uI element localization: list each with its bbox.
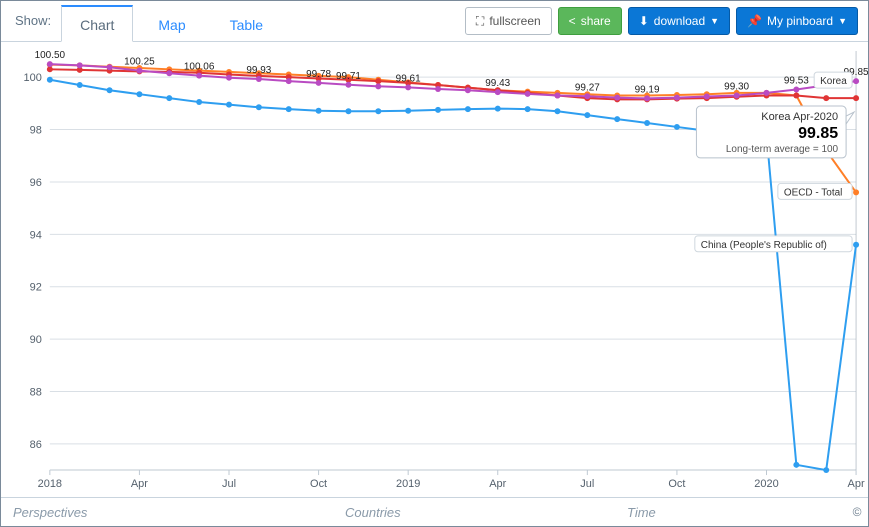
chart-area: 86 88 90 92 94 96 98 100 2018 Apr Jul Oct 2019 Apr Jul… <box>1 41 868 497</box>
pinboard-label: My pinboard <box>767 14 833 28</box>
footer-perspectives[interactable]: Perspectives <box>1 505 333 520</box>
svg-text:Apr: Apr <box>131 478 148 490</box>
svg-text:100.50: 100.50 <box>35 50 66 61</box>
chevron-down-icon: ▼ <box>710 16 719 26</box>
tab-map[interactable]: Map <box>139 6 204 41</box>
fullscreen-button[interactable]: ⛶ fullscreen <box>465 7 552 35</box>
svg-text:99.30: 99.30 <box>724 82 749 93</box>
svg-text:Oct: Oct <box>310 478 327 490</box>
svg-text:100.25: 100.25 <box>124 57 155 68</box>
chevron-down-icon: ▼ <box>838 16 847 26</box>
svg-text:2019: 2019 <box>396 478 420 490</box>
svg-text:2020: 2020 <box>754 478 778 490</box>
download-icon: ⬇ <box>639 14 649 28</box>
svg-text:2018: 2018 <box>38 478 62 490</box>
svg-text:Apr: Apr <box>848 478 865 490</box>
svg-text:92: 92 <box>30 282 42 294</box>
share-icon: < <box>569 14 576 28</box>
svg-text:99.61: 99.61 <box>396 73 421 84</box>
svg-text:99.78: 99.78 <box>306 69 331 80</box>
svg-text:99.19: 99.19 <box>635 84 660 95</box>
pinboard-button[interactable]: 📌 My pinboard ▼ <box>736 7 858 35</box>
download-button[interactable]: ⬇ download ▼ <box>628 7 730 35</box>
footer-time[interactable]: Time <box>615 505 846 520</box>
svg-text:88: 88 <box>30 386 42 398</box>
svg-text:Jul: Jul <box>222 478 236 490</box>
svg-text:99.53: 99.53 <box>784 75 809 86</box>
svg-text:Korea: Korea <box>820 76 847 87</box>
svg-text:Jul: Jul <box>580 478 594 490</box>
svg-text:OECD - Total: OECD - Total <box>784 187 843 198</box>
line-chart[interactable]: 86 88 90 92 94 96 98 100 2018 Apr Jul Oct 2019 Apr Jul… <box>1 41 868 497</box>
share-label: share <box>581 14 611 28</box>
view-tabs: Chart Map Table <box>61 1 288 41</box>
share-button[interactable]: < share <box>558 7 622 35</box>
copyright-icon: © <box>846 505 868 519</box>
svg-text:90: 90 <box>30 334 42 346</box>
footer-strip: Perspectives Countries Time © <box>1 497 868 526</box>
svg-text:94: 94 <box>30 229 42 241</box>
svg-text:99.85: 99.85 <box>798 125 838 142</box>
svg-text:China (People's Republic of): China (People's Republic of) <box>701 240 827 251</box>
footer-countries[interactable]: Countries <box>333 505 615 520</box>
svg-text:100: 100 <box>24 72 42 84</box>
pin-icon: 📌 <box>747 14 762 28</box>
fullscreen-icon: ⛶ <box>476 14 484 29</box>
svg-text:Korea Apr-2020: Korea Apr-2020 <box>761 111 838 123</box>
download-label: download <box>654 14 705 28</box>
svg-text:99.71: 99.71 <box>336 71 361 82</box>
fullscreen-label: fullscreen <box>489 14 540 28</box>
show-label: Show: <box>1 1 61 41</box>
svg-text:99.43: 99.43 <box>485 78 510 89</box>
tab-chart[interactable]: Chart <box>61 5 133 42</box>
svg-text:98: 98 <box>30 125 42 137</box>
svg-text:99.27: 99.27 <box>575 82 600 93</box>
svg-text:86: 86 <box>30 439 42 451</box>
svg-text:Long-term average = 100: Long-term average = 100 <box>726 144 839 155</box>
svg-text:100.06: 100.06 <box>184 62 215 73</box>
svg-text:Apr: Apr <box>489 478 506 490</box>
svg-text:96: 96 <box>30 177 42 189</box>
svg-text:99.93: 99.93 <box>246 65 271 76</box>
toolbar-buttons: ⛶ fullscreen < share ⬇ download ▼ 📌 My p… <box>465 1 868 41</box>
svg-text:Oct: Oct <box>668 478 685 490</box>
tab-table[interactable]: Table <box>211 6 282 41</box>
toolbar: Show: Chart Map Table ⛶ fullscreen < sha… <box>1 1 868 42</box>
